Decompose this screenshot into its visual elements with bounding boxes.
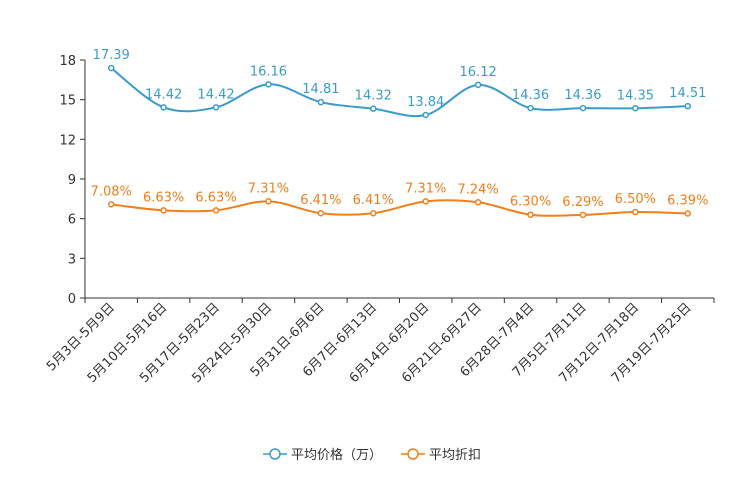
data-point[interactable] <box>527 104 534 112</box>
data-point[interactable] <box>317 209 325 217</box>
data-label: 14.42 <box>145 87 182 102</box>
series-line <box>111 199 688 217</box>
data-point[interactable] <box>474 81 482 89</box>
data-point[interactable] <box>684 102 692 110</box>
y-tick-label: 15 <box>59 94 76 109</box>
data-label: 6.41% <box>353 193 394 208</box>
data-label: 6.30% <box>510 195 551 210</box>
data-point[interactable] <box>212 104 220 111</box>
data-point[interactable] <box>107 201 115 208</box>
data-label: 14.35 <box>617 88 654 103</box>
y-axis: 0 3 6 9 12 15 18 <box>59 54 86 307</box>
data-label: 17.39 <box>93 48 130 63</box>
y-tick-label: 9 <box>68 173 76 188</box>
series-1: 17.39 14.42 14.42 16.16 14.81 14.32 13.84 16.12… <box>93 48 706 119</box>
data-label: 7.31% <box>405 181 446 196</box>
y-tick-label: 18 <box>59 54 76 69</box>
y-tick-label: 6 <box>68 213 76 228</box>
data-label: 16.16 <box>250 64 287 79</box>
data-label: 14.36 <box>512 88 549 103</box>
data-point[interactable] <box>422 111 429 119</box>
legend-marker-icon <box>269 448 281 460</box>
data-point[interactable] <box>684 210 692 217</box>
legend[interactable]: 平均价格（万） 平均折扣 <box>263 447 481 463</box>
data-label: 13.84 <box>407 95 444 110</box>
data-point[interactable] <box>160 104 167 111</box>
data-point[interactable] <box>579 211 587 219</box>
data-label: 6.29% <box>562 195 603 210</box>
data-point[interactable] <box>370 209 377 217</box>
y-tick-label: 0 <box>68 292 76 307</box>
data-point[interactable] <box>212 207 220 214</box>
legend-marker-icon <box>407 448 419 460</box>
data-point[interactable] <box>160 207 167 214</box>
legend-label: 平均折扣 <box>429 448 481 463</box>
data-label: 16.12 <box>460 65 497 80</box>
data-point[interactable] <box>474 199 482 206</box>
data-point[interactable] <box>317 98 325 106</box>
y-tick-label: 12 <box>59 133 76 148</box>
data-label: 7.08% <box>91 184 132 199</box>
legend-item-2[interactable]: 平均折扣 <box>401 448 481 463</box>
data-point[interactable] <box>527 211 534 218</box>
data-label: 6.39% <box>667 194 708 209</box>
x-axis: 5月3日-5月9日5月10日-5月16日5月17日-5月23日5月24日-5月3… <box>44 297 715 386</box>
data-label: 6.41% <box>300 193 341 208</box>
data-point[interactable] <box>370 105 377 112</box>
data-label: 7.24% <box>457 182 498 197</box>
data-point[interactable] <box>632 105 639 112</box>
data-point[interactable] <box>422 198 429 205</box>
legend-item-1[interactable]: 平均价格（万） <box>263 447 382 463</box>
data-label: 14.51 <box>669 86 706 101</box>
series-layer: 17.39 14.42 14.42 16.16 14.81 14.32 13.84 16.12… <box>91 48 708 219</box>
data-label: 6.63% <box>195 190 236 205</box>
data-label: 6.63% <box>143 190 184 205</box>
data-point[interactable] <box>265 81 272 88</box>
data-point[interactable] <box>265 198 272 205</box>
data-point[interactable] <box>632 208 639 216</box>
series-2: 7.08% 6.63% 6.63% 7.31% 6.41% 6.41% 7.31% 7.24%… <box>91 181 708 219</box>
data-point[interactable] <box>579 104 587 112</box>
data-label: 14.81 <box>302 82 339 97</box>
data-label: 6.50% <box>615 192 656 207</box>
data-label: 14.36 <box>564 88 601 103</box>
data-label: 14.42 <box>197 87 234 102</box>
data-label: 7.31% <box>248 181 289 196</box>
data-point[interactable] <box>107 64 115 72</box>
legend-label: 平均价格（万） <box>291 447 382 463</box>
y-tick-label: 3 <box>68 252 76 267</box>
data-label: 14.32 <box>355 89 392 104</box>
